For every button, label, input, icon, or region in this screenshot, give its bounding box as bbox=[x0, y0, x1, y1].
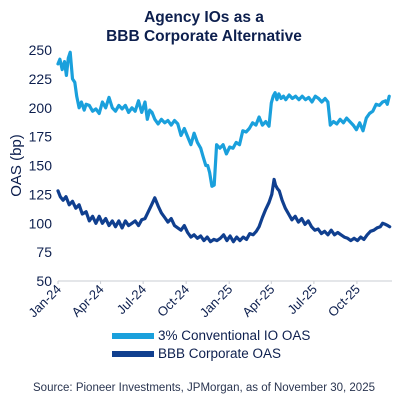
x-tick-label: Apr-25 bbox=[239, 282, 277, 320]
y-tick-label: 50 bbox=[36, 273, 52, 289]
chart-title-line-1: Agency IOs as a bbox=[144, 9, 264, 26]
legend-label-bbb-oas: BBB Corporate OAS bbox=[158, 346, 282, 361]
series-line-io-oas bbox=[56, 50, 391, 188]
y-tick-label: 225 bbox=[29, 71, 53, 87]
x-tick-label: Oct-24 bbox=[154, 282, 192, 320]
source-note: Source: Pioneer Investments, JPMorgan, a… bbox=[33, 382, 375, 394]
x-tick-label: Jan-25 bbox=[197, 282, 236, 321]
legend-swatch-io-oas bbox=[112, 333, 154, 340]
y-axis-label: OAS (bp) bbox=[8, 134, 25, 197]
y-tick-label: 100 bbox=[29, 215, 53, 231]
legend-swatch-bbb-oas bbox=[112, 351, 154, 358]
x-tick-label: Jul-25 bbox=[284, 282, 320, 318]
x-tick-label: Jul-24 bbox=[114, 282, 150, 318]
y-tick-label: 175 bbox=[29, 129, 53, 145]
y-tick-label: 125 bbox=[29, 186, 53, 202]
series-line-bbb-oas bbox=[56, 177, 392, 244]
chart-title: Agency IOs as a BBB Corporate Alternativ… bbox=[0, 8, 408, 46]
legend-item-bbb-oas: BBB Corporate OAS bbox=[112, 346, 281, 361]
legend-label-io-oas: 3% Conventional IO OAS bbox=[158, 328, 311, 343]
x-tick-label: Oct-25 bbox=[325, 282, 363, 320]
y-tick-label: 250 bbox=[29, 42, 53, 58]
chart-title-line-2: BBB Corporate Alternative bbox=[106, 28, 302, 45]
x-tick-label: Apr-24 bbox=[68, 282, 106, 320]
y-tick-label: 150 bbox=[29, 158, 53, 174]
y-tick-label: 200 bbox=[29, 100, 53, 116]
legend-item-io-oas: 3% Conventional IO OAS bbox=[112, 328, 310, 343]
y-tick-label: 75 bbox=[36, 244, 52, 260]
